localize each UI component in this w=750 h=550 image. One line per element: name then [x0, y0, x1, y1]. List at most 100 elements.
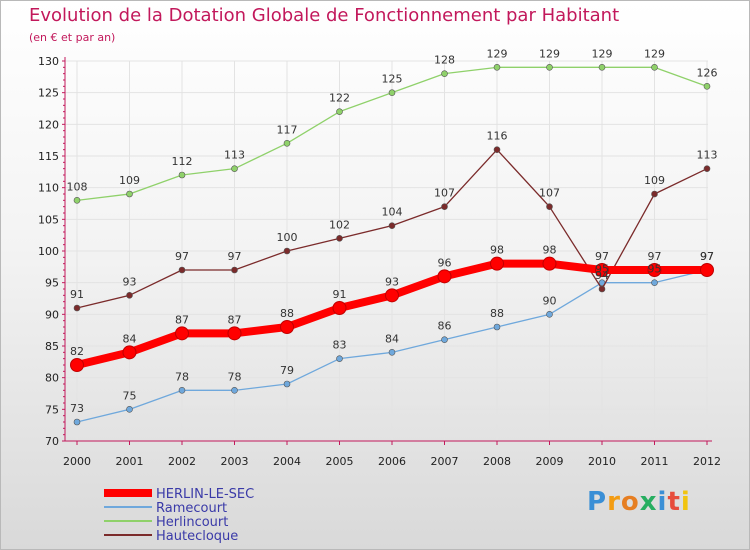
data-point: [437, 269, 452, 284]
data-label: 87: [175, 313, 189, 326]
data-label: 109: [119, 174, 140, 187]
data-label: 129: [592, 47, 613, 60]
data-label: 95: [648, 263, 662, 276]
y-tick-label: 70: [45, 435, 59, 448]
data-point: [441, 203, 448, 210]
data-label: 125: [382, 73, 403, 86]
series-group: [70, 64, 714, 426]
data-label: 113: [224, 149, 245, 162]
data-label: 97: [648, 250, 662, 263]
logo-letter: r: [607, 487, 621, 517]
data-point: [388, 222, 396, 229]
data-point: [598, 285, 606, 293]
data-point: [126, 190, 133, 198]
proxiti-logo: Proxiti: [587, 487, 691, 517]
data-label: 84: [385, 332, 399, 345]
data-labels-group: 82 84 87 87 88 91 93 96 98 98 97 97 97 73 75 78 78 79 83 84…: [67, 47, 718, 415]
x-tick-label: 2004: [273, 455, 301, 468]
data-label: 97: [700, 250, 714, 263]
data-point: [122, 345, 137, 360]
x-tick-label: 2001: [116, 455, 144, 468]
data-label: 79: [280, 364, 294, 377]
data-point: [595, 263, 609, 277]
data-point: [336, 235, 343, 242]
data-point: [336, 355, 343, 362]
data-label: 97: [228, 250, 242, 263]
data-label: 87: [228, 313, 242, 326]
data-label: 113: [697, 149, 718, 162]
data-label: 109: [644, 174, 665, 187]
data-point: [332, 301, 347, 315]
data-label: 82: [70, 345, 84, 358]
y-tick-label: 95: [45, 277, 59, 290]
legend-label-ramecourt: Ramecourt: [156, 501, 227, 516]
data-label: 97: [175, 250, 189, 263]
data-label: 88: [490, 307, 504, 320]
axes: 70 75 80 85 90 95 100 105 110 115 120 125 130 2000 200…: [38, 55, 721, 468]
data-label: 129: [644, 47, 665, 60]
data-label: 107: [539, 187, 560, 200]
data-point: [647, 263, 662, 277]
data-point: [493, 146, 501, 153]
data-label: 107: [434, 187, 455, 200]
y-tick-label: 130: [38, 55, 59, 68]
logo-letter: t: [667, 487, 681, 517]
y-tick-label: 125: [38, 87, 59, 100]
x-tick-label: 2002: [168, 455, 196, 468]
data-point: [283, 140, 291, 147]
data-label: 97: [700, 250, 714, 263]
data-point: [441, 336, 448, 343]
data-point: [175, 326, 189, 341]
data-point: [388, 89, 396, 96]
data-label: 100: [277, 231, 298, 244]
data-label: 116: [487, 130, 508, 143]
y-tick-label: 120: [38, 118, 59, 131]
data-point: [126, 406, 133, 413]
legend-label-herlincourt: Herlincourt: [156, 515, 228, 530]
data-label: 117: [277, 123, 298, 136]
x-tick-label: 2011: [641, 455, 669, 468]
data-label: 94: [595, 269, 609, 282]
data-label: 93: [123, 275, 137, 288]
data-point: [227, 326, 242, 341]
y-tick-label: 80: [45, 372, 59, 385]
data-point: [70, 358, 84, 372]
data-label: 88: [280, 307, 294, 320]
y-tick-label: 100: [38, 245, 59, 258]
data-label: 93: [385, 275, 399, 288]
x-tick-label: 2010: [588, 455, 616, 468]
data-label: 98: [543, 244, 557, 257]
data-label: 83: [333, 339, 347, 352]
legend-label-herlin-le-sec: HERLIN-LE-SEC: [156, 487, 254, 502]
data-label: 129: [539, 47, 560, 60]
logo-letter: x: [639, 487, 658, 517]
data-point: [126, 292, 133, 299]
data-point: [493, 64, 501, 71]
data-point: [651, 279, 658, 286]
y-tick-label: 110: [38, 182, 59, 195]
data-label: 91: [70, 288, 84, 301]
data-point: [703, 83, 711, 90]
data-label: 96: [438, 256, 452, 269]
data-label: 97: [595, 250, 609, 263]
data-label: 78: [175, 370, 189, 383]
data-label: 90: [543, 294, 557, 307]
data-label: 129: [487, 47, 508, 60]
data-label: 86: [438, 320, 452, 333]
grid-lines: [65, 60, 708, 442]
data-point: [441, 70, 448, 77]
data-point: [542, 256, 557, 271]
x-tick-label: 2007: [431, 455, 459, 468]
y-tick-label: 105: [38, 213, 59, 226]
x-tick-label: 2012: [693, 455, 721, 468]
data-point: [336, 108, 343, 115]
data-point: [283, 247, 291, 255]
x-tick-label: 2005: [326, 455, 354, 468]
y-tick-label: 75: [45, 403, 59, 416]
x-tick-label: 2009: [536, 455, 564, 468]
y-tick-label: 115: [38, 150, 59, 163]
data-point: [73, 304, 81, 312]
data-label: 112: [172, 155, 193, 168]
data-label: 95: [595, 263, 609, 276]
